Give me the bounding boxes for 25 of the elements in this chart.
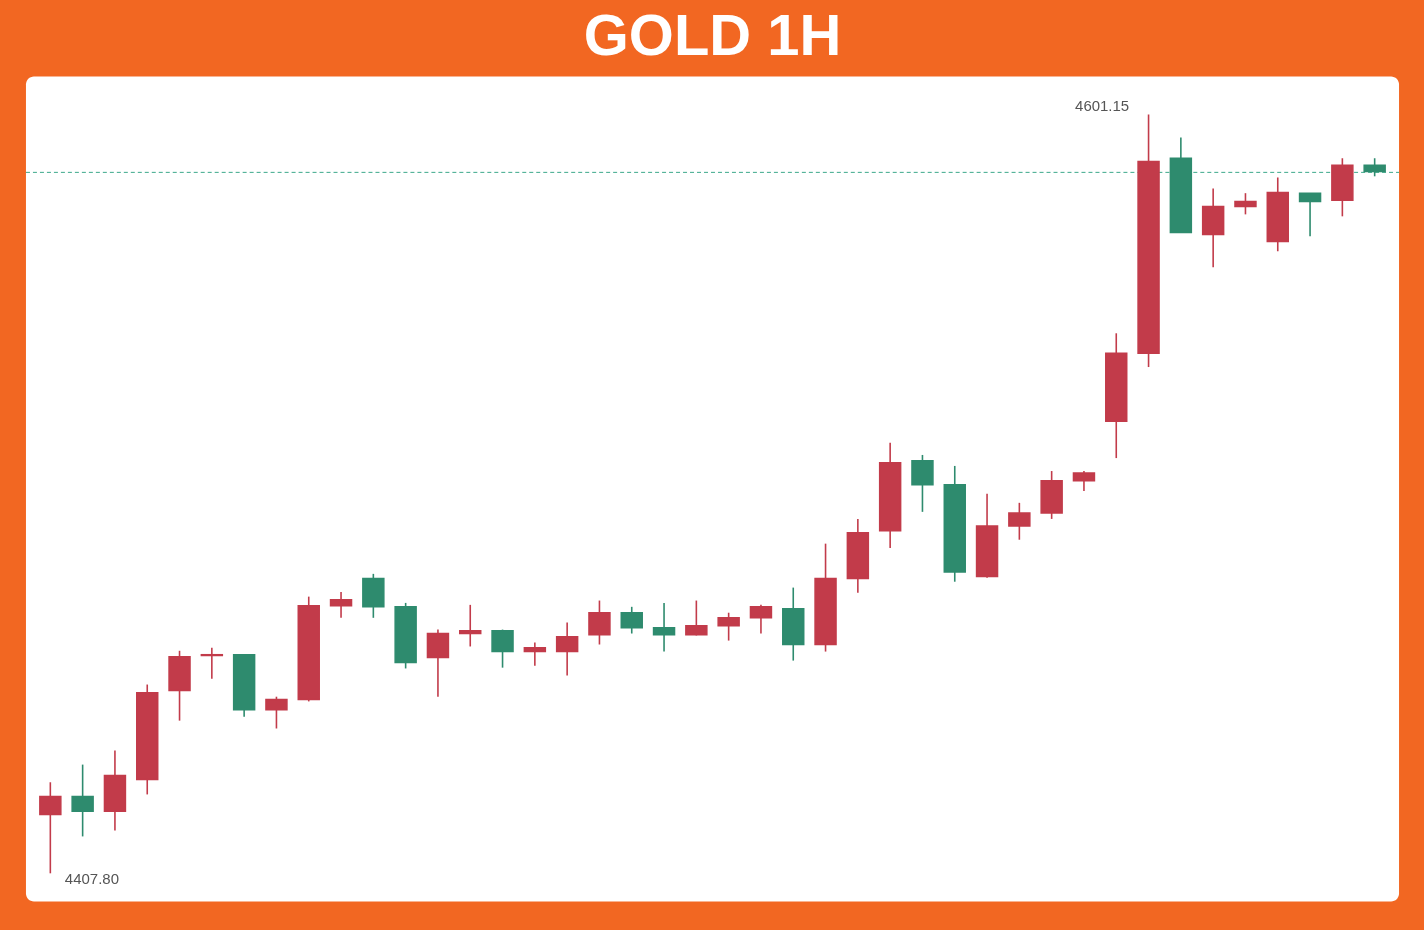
annotation: 4407.80 (64, 870, 119, 888)
candlestick (717, 611, 740, 642)
candlestick (523, 641, 547, 667)
candlestick (588, 599, 611, 646)
candlestick (39, 781, 62, 875)
text: 4601.15 (1075, 97, 1130, 115)
candlestick (71, 763, 94, 838)
candlestick (1008, 502, 1031, 541)
candlestick (1363, 157, 1386, 178)
candlestick (1298, 192, 1322, 238)
candlestick (620, 606, 643, 635)
candlestick (555, 621, 579, 677)
candlestick (652, 602, 676, 653)
candlestick (1072, 470, 1096, 492)
candlestick (200, 646, 224, 680)
candlestick (329, 591, 353, 619)
candlestick (685, 599, 708, 637)
chart-title: GOLD 1H (583, 2, 842, 67)
candlestick (749, 604, 773, 635)
candlestick (426, 628, 450, 698)
candlestick (1234, 192, 1257, 216)
candlestick (491, 628, 514, 669)
candlestick (459, 604, 482, 648)
candlestick (265, 695, 288, 730)
candlestick (911, 454, 934, 513)
